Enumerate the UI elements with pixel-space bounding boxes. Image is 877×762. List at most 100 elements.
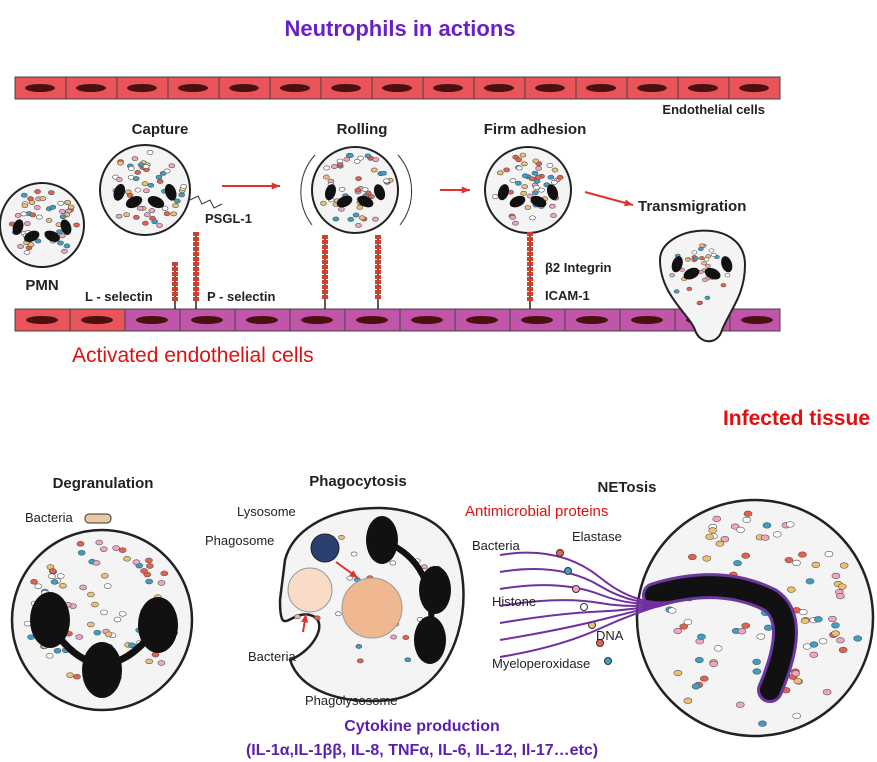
receptor-domain: [193, 287, 199, 291]
activated-label: Activated endothelial cells: [72, 344, 314, 367]
granule: [64, 199, 72, 205]
granule: [792, 712, 801, 719]
receptor-domain: [193, 242, 199, 246]
granule: [818, 638, 828, 645]
receptor-domain: [527, 282, 533, 286]
protein: [580, 603, 588, 611]
phagosome: [287, 567, 333, 613]
granule: [134, 170, 142, 175]
granule: [526, 193, 534, 199]
neutrophil: [484, 146, 572, 234]
granule: [824, 550, 834, 558]
granule: [509, 214, 517, 220]
label: Phagosome: [205, 533, 274, 548]
nucleus-lobe: [357, 195, 374, 208]
granule: [29, 212, 37, 218]
granule: [529, 215, 536, 221]
granule: [383, 178, 390, 184]
granule: [679, 623, 689, 630]
cell-nucleus: [191, 316, 223, 324]
p-selectin-label: P - selectin: [207, 289, 275, 304]
stage-label: Firm adhesion: [484, 121, 587, 138]
granule: [752, 658, 761, 666]
granule: [696, 301, 703, 306]
granule: [357, 155, 364, 161]
granule: [520, 190, 527, 196]
granule: [174, 198, 181, 204]
rolling-arc: [397, 154, 413, 226]
granule: [168, 163, 176, 169]
granule: [63, 243, 71, 249]
receptor-domain: [375, 290, 381, 294]
granule: [123, 212, 131, 218]
granule: [163, 211, 171, 217]
granule: [353, 158, 361, 164]
receptor-domain: [527, 292, 533, 296]
nucleus-lobe: [530, 195, 547, 208]
receptor-domain: [322, 290, 328, 294]
cell-nucleus: [382, 84, 412, 92]
granule: [688, 553, 697, 561]
granule: [809, 641, 819, 648]
receptor-domain: [193, 247, 199, 251]
granule: [811, 561, 821, 568]
granule: [53, 648, 62, 654]
granule: [50, 579, 59, 585]
granule: [117, 160, 124, 166]
granule: [34, 189, 41, 194]
label: Myeloperoxidase: [492, 656, 590, 671]
granule: [809, 651, 819, 658]
receptor-domain: [193, 292, 199, 296]
granule: [172, 203, 179, 209]
receptor-domain: [172, 272, 178, 276]
granule: [76, 540, 85, 547]
granule: [724, 273, 731, 278]
receptor-domain: [322, 280, 328, 284]
granule: [550, 179, 558, 185]
granule: [742, 516, 752, 523]
label: Phagolysosome: [305, 693, 398, 708]
receptor-domain: [527, 287, 533, 291]
receptor-domain: [193, 282, 199, 286]
granule: [760, 534, 770, 541]
granule: [712, 515, 722, 522]
granule: [741, 622, 751, 629]
granule: [142, 164, 150, 169]
granule: [546, 163, 554, 168]
panel-title: Phagocytosis: [309, 473, 407, 490]
receptor-domain: [193, 272, 199, 276]
granule: [669, 273, 675, 278]
granule: [350, 551, 358, 557]
icam-label: ICAM-1: [545, 288, 590, 303]
receptor-domain: [527, 247, 533, 251]
cell-nucleus: [688, 84, 718, 92]
granule: [343, 156, 351, 162]
granule: [673, 627, 683, 635]
receptor-domain: [527, 272, 533, 276]
granule: [538, 187, 545, 193]
granule: [743, 510, 753, 517]
granule: [764, 624, 773, 631]
granule: [48, 573, 56, 580]
granule: [549, 203, 556, 209]
protein: [556, 549, 564, 557]
cell-nucleus: [76, 84, 106, 92]
label: Bacteria: [248, 649, 296, 664]
granule: [123, 556, 131, 562]
granule: [683, 618, 693, 626]
granule: [356, 658, 364, 664]
nucleus-lobe: [373, 184, 386, 201]
arrowhead: [301, 614, 309, 623]
granule: [126, 192, 134, 198]
granule: [132, 176, 140, 182]
granule: [792, 559, 801, 566]
granule: [91, 601, 99, 608]
nucleus-lobe: [82, 642, 122, 698]
psgl-label: PSGL-1: [205, 211, 252, 226]
granule: [521, 184, 529, 190]
granule: [34, 583, 43, 590]
granule: [87, 621, 95, 628]
granule: [21, 203, 29, 209]
granule: [509, 178, 517, 183]
granule: [79, 584, 87, 591]
